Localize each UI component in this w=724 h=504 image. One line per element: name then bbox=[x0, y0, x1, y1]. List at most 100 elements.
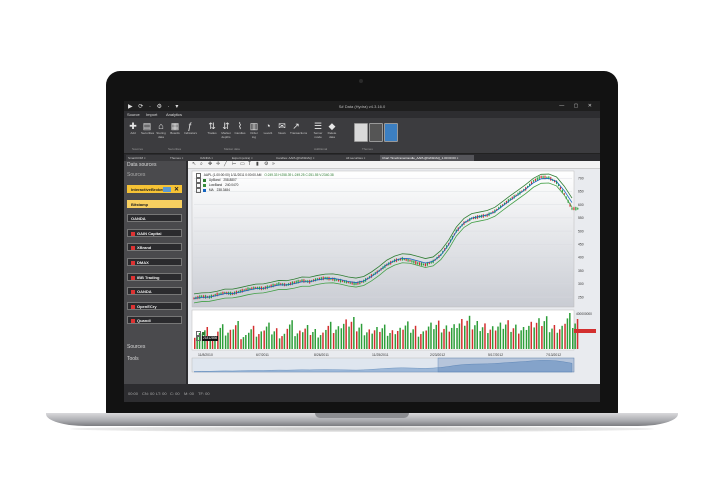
ribbon-button-market-depths[interactable]: ⇵ Market depths bbox=[220, 121, 232, 139]
volume-bar bbox=[566, 318, 569, 349]
tab-1[interactable]: Themes × bbox=[168, 155, 200, 161]
legend-checkbox[interactable] bbox=[196, 183, 201, 188]
candle-body bbox=[361, 281, 363, 283]
ribbon-button-level1[interactable]: ◔ Level1 bbox=[262, 121, 274, 135]
tab-6[interactable]: Chart TimeFrameCandle_AAPL@NASDAQ_1.00:0… bbox=[380, 155, 474, 161]
ribbon-button-news[interactable]: ✉ News bbox=[276, 121, 288, 135]
volume-bar bbox=[458, 323, 461, 349]
ribbon-button-transactions[interactable]: ↗ Transactions bbox=[290, 121, 307, 135]
theme-swatch-1[interactable] bbox=[369, 123, 383, 142]
volume-bar bbox=[404, 325, 407, 349]
candle-body bbox=[528, 183, 531, 186]
source-item[interactable]: DMAX bbox=[127, 258, 182, 266]
upband-value: 258.8807 bbox=[223, 178, 237, 183]
source-item[interactable]: GAIN Capital bbox=[127, 228, 182, 237]
ribbon-button-delete-data[interactable]: ◆ Delete data bbox=[326, 121, 338, 139]
volume-bar bbox=[543, 321, 546, 349]
line-icon[interactable]: ╱ bbox=[224, 161, 228, 167]
ribbon-group-label: Additional bbox=[314, 147, 328, 151]
area-icon[interactable]: ▭ bbox=[240, 161, 245, 167]
source-item[interactable]: Bitstamp bbox=[127, 199, 182, 208]
tools-section[interactable]: Tools bbox=[127, 356, 139, 362]
ribbon-button-trades[interactable]: ⇅ Trades bbox=[206, 121, 218, 135]
theme-swatch-2[interactable] bbox=[384, 123, 398, 142]
tab-0[interactable]: SmartCOM × bbox=[126, 155, 170, 161]
source-item[interactable]: OANDA bbox=[127, 287, 182, 296]
status-item: M: 00 bbox=[184, 391, 195, 396]
source-logo-icon bbox=[131, 304, 135, 309]
x-tick-label: 5/17/2012 bbox=[488, 353, 503, 357]
sources-section-title[interactable]: Sources bbox=[127, 172, 146, 178]
ribbon-icon-2-icon: ⌂ bbox=[158, 121, 164, 131]
tab-2[interactable]: OANDA × bbox=[198, 155, 232, 161]
ribbon-icon-9-icon: ◔ bbox=[265, 121, 271, 131]
candle-body bbox=[544, 175, 546, 179]
source-item[interactable]: OpenECry bbox=[127, 301, 182, 310]
ruler-icon[interactable]: ⊢ bbox=[232, 161, 237, 167]
volume-checkbox[interactable] bbox=[196, 331, 201, 336]
zoom-icon[interactable]: ⌕ bbox=[200, 161, 203, 167]
volume-bar bbox=[474, 325, 476, 349]
ribbon-button-candles[interactable]: ⌇ Candles bbox=[234, 121, 246, 135]
volume-bar bbox=[504, 324, 507, 349]
more-icon[interactable]: » bbox=[272, 161, 275, 167]
ribbon-button-securities[interactable]: ▤ Securities bbox=[141, 121, 154, 135]
ribbon-button-add[interactable]: ✚ Add bbox=[127, 121, 139, 135]
source-item[interactable]: IBB Trading bbox=[127, 272, 182, 281]
cursor-icon[interactable]: ↖ bbox=[192, 161, 197, 167]
ribbon-button-indicators[interactable]: ƒ Indicators bbox=[184, 121, 197, 135]
navigator-window[interactable] bbox=[437, 357, 575, 373]
laptop-base bbox=[46, 413, 678, 426]
status-item: 00:00 bbox=[128, 391, 139, 396]
volume-bar bbox=[194, 337, 196, 349]
volume-bar bbox=[445, 325, 448, 349]
quick-access-toolbar[interactable]: ▶ ⟳ · ⚙ · ▾ bbox=[128, 104, 181, 110]
source-item[interactable]: XBrand bbox=[127, 243, 182, 252]
source-item[interactable]: OANDA bbox=[127, 214, 182, 223]
ribbon-button-order-log[interactable]: ▥ Order log bbox=[248, 121, 260, 139]
ribbon-icon-11-icon: ↗ bbox=[292, 121, 300, 131]
crosshair-icon[interactable]: ✛ bbox=[216, 161, 221, 167]
volume-bar bbox=[471, 329, 474, 349]
tab-3[interactable]: Export (extra) × bbox=[230, 155, 276, 161]
menu-import[interactable]: Import bbox=[146, 112, 158, 117]
window-title: S# Data (Hydra) v4.3.16.0 bbox=[338, 104, 386, 109]
price-chart[interactable]: 400000000 11/8/2010 6/7/2011 8/26/2011 11/2… bbox=[188, 168, 600, 384]
volume-bar bbox=[327, 325, 330, 349]
text-icon[interactable]: T bbox=[248, 161, 252, 167]
candle-body bbox=[245, 288, 247, 291]
menu-analytics[interactable]: Analytics bbox=[166, 112, 183, 117]
sources-section-bottom[interactable]: Sources bbox=[127, 344, 146, 350]
x-tick-label: 7/13/2012 bbox=[546, 353, 561, 357]
settings-icon[interactable]: ⚙ bbox=[264, 161, 269, 167]
source-item[interactable]: Quandl bbox=[127, 316, 182, 325]
ribbon-button-storing-data[interactable]: ⌂ Storing data bbox=[155, 121, 167, 139]
volume-bar bbox=[221, 324, 224, 349]
candle-body bbox=[338, 279, 340, 282]
candle-body bbox=[324, 277, 326, 280]
candle-body bbox=[318, 277, 320, 280]
volume-checkbox[interactable] bbox=[196, 336, 201, 341]
legend-checkbox[interactable] bbox=[196, 178, 201, 183]
pan-icon[interactable]: ✥ bbox=[208, 161, 213, 167]
candle-body bbox=[420, 262, 423, 266]
source-logo-icon bbox=[131, 275, 135, 280]
theme-swatch-0[interactable] bbox=[354, 123, 368, 142]
source-name: GAIN Capital bbox=[137, 230, 162, 236]
tab-5[interactable]: All securities × bbox=[344, 155, 382, 161]
menu-source[interactable]: Source bbox=[127, 112, 140, 117]
candle-body bbox=[575, 207, 577, 211]
tab-4[interactable]: Candles: AAPL@NASDAQ × bbox=[274, 155, 346, 161]
volume-bar bbox=[502, 328, 505, 349]
source-edit-field[interactable] bbox=[163, 187, 171, 192]
source-item[interactable]: InteractiveBrokers ✕ bbox=[127, 185, 182, 193]
legend-checkbox[interactable] bbox=[196, 173, 201, 178]
legend-checkbox[interactable] bbox=[196, 188, 201, 193]
y-tick-label: 300 bbox=[578, 282, 584, 286]
close-icon[interactable]: ✕ bbox=[173, 187, 179, 193]
candles-icon[interactable]: ▮ bbox=[256, 161, 259, 167]
ribbon-button-boards[interactable]: ▦ Boards bbox=[169, 121, 181, 135]
window-controls[interactable]: — ▢ ✕ bbox=[559, 103, 596, 109]
volume-bar bbox=[541, 326, 543, 349]
ribbon-button-server-mode[interactable]: ☰ Server mode bbox=[312, 121, 324, 139]
